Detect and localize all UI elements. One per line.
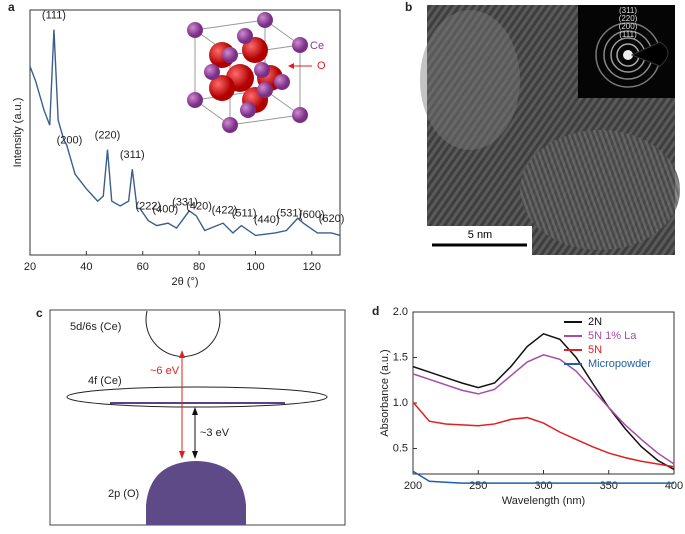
x-tick-label: 200 [404, 480, 422, 492]
legend-label: Micropowder [588, 358, 651, 370]
x-axis-label: Wavelength (nm) [502, 495, 585, 507]
ring-label: (311) [619, 6, 637, 15]
x-tick-label: 40 [80, 261, 92, 273]
peak-label: (440) [254, 214, 280, 226]
peak-label: (222) [136, 201, 162, 213]
band-label: 5d/6s (Ce) [70, 321, 121, 333]
peak-label: (600) [299, 209, 325, 221]
band-label: 4f (Ce) [88, 375, 122, 387]
gap-label: ~3 eV [200, 427, 230, 439]
x-tick-label: 120 [303, 261, 321, 273]
band-label: 2p (O) [108, 488, 139, 500]
peak-label: (620) [319, 213, 345, 225]
peak-label: (200) [57, 134, 83, 146]
legend-label: 5N 1% La [588, 330, 637, 342]
band-diagram [49, 309, 346, 526]
x-tick-label: 400 [665, 480, 683, 492]
x-tick-label: 250 [469, 480, 487, 492]
y-axis-label: Absorbance (a.u.) [379, 349, 391, 436]
x-tick-label: 100 [246, 261, 264, 273]
peak-label: (400) [152, 204, 178, 216]
panel-label: a [8, 0, 15, 14]
inset-ce-label: Ce [310, 40, 324, 52]
plot-frame [29, 9, 341, 256]
ring-label: (200) [619, 22, 638, 31]
peak-label: (331) [172, 197, 198, 209]
scale-bar-label: 5 nm [468, 229, 492, 241]
data-line [412, 470, 674, 484]
y-axis-label: Intensity (a.u.) [12, 98, 24, 168]
data-line [29, 29, 341, 237]
panel-label: d [372, 304, 379, 318]
legend-label: 2N [588, 316, 602, 328]
peak-label: (420) [186, 201, 212, 213]
peak-label: (111) [42, 10, 66, 22]
x-axis-label: 2θ (°) [171, 276, 198, 288]
x-tick-label: 60 [137, 261, 149, 273]
peak-label: (220) [95, 130, 121, 142]
y-tick-label: 2.0 [393, 306, 408, 318]
inset-o-label: O [317, 60, 326, 72]
x-tick-label: 350 [600, 480, 618, 492]
tem-image [420, 5, 680, 255]
data-line [412, 333, 675, 471]
x-tick-label: 20 [24, 261, 36, 273]
x-tick-label: 300 [534, 480, 552, 492]
panel-label: b [405, 0, 412, 14]
peak-label: (531) [276, 207, 302, 219]
legend-label: 5N [588, 344, 602, 356]
data-line [412, 401, 675, 468]
y-tick-label: 0.5 [393, 442, 408, 454]
x-tick-label: 80 [193, 261, 205, 273]
ring-label: (220) [619, 14, 638, 23]
crystal-inset [187, 12, 312, 133]
ring-label: (111) [619, 30, 637, 39]
y-tick-label: 1.0 [393, 397, 408, 409]
panel-label: c [36, 306, 43, 320]
peak-label: (422) [212, 204, 238, 216]
data-line [412, 353, 675, 465]
peak-label: (311) [120, 149, 145, 161]
gap-label: ~6 eV [150, 365, 180, 377]
peak-label: (511) [232, 207, 257, 219]
y-tick-label: 1.5 [393, 351, 408, 363]
